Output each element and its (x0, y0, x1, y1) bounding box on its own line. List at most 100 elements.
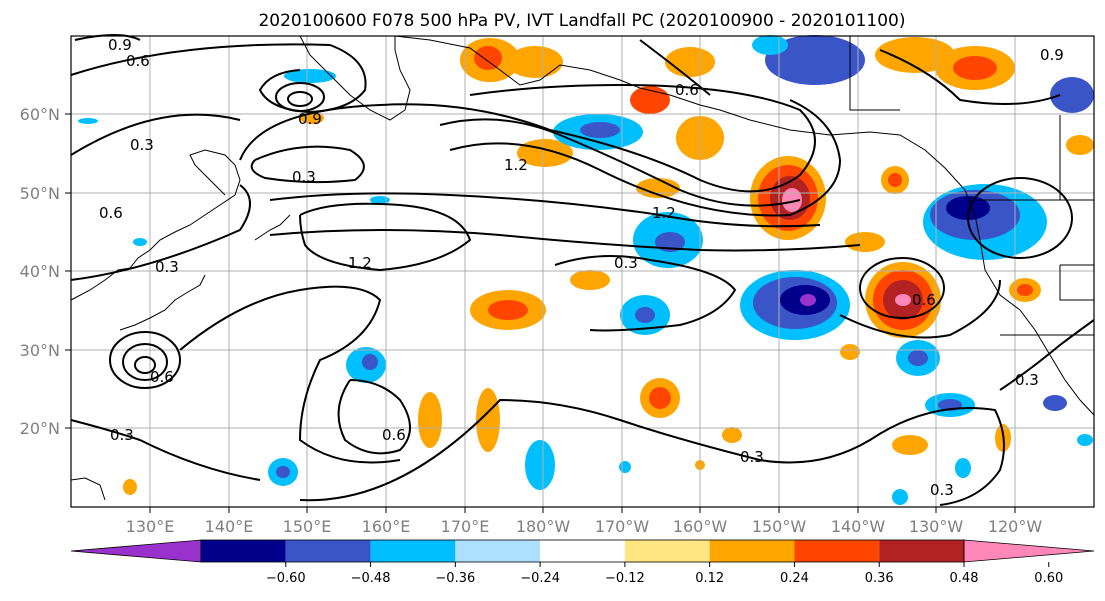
shade-blob (1050, 77, 1094, 113)
contour-label: 0.6 (126, 52, 150, 70)
contour-line (449, 99, 842, 217)
contour-label: 0.3 (130, 136, 154, 154)
colorbar-cell (540, 540, 625, 562)
colorbar-cells (70, 539, 1095, 563)
contour-line (269, 192, 821, 228)
colorbar-tick-label: −0.60 (266, 571, 306, 586)
lon-label: 140°E (205, 517, 254, 536)
lat-label: 40°N (20, 262, 60, 281)
contour-label: 0.3 (740, 448, 764, 466)
colorbar-extend-high (963, 539, 1095, 563)
shade-blob (1077, 434, 1093, 446)
colorbar-tick-label: 0.24 (780, 571, 809, 586)
contour-label: 0.6 (99, 204, 123, 222)
coastlines (70, 35, 1095, 501)
shade-blob (133, 238, 147, 246)
contour-label: 1.2 (652, 204, 676, 222)
contour-line (239, 83, 816, 193)
colorbar-frame (200, 539, 965, 563)
shade-blob (888, 173, 902, 187)
contour-line (999, 319, 1095, 391)
contour-line (299, 398, 1005, 506)
gridlines (71, 36, 1094, 507)
contour-line (839, 279, 1001, 339)
lon-label: 170°W (595, 517, 650, 536)
lon-label: 120°W (988, 517, 1043, 536)
shade-blob (418, 392, 442, 448)
contour-line (74, 34, 141, 41)
lon-label: 130°W (909, 517, 964, 536)
contour-label: 0.6 (382, 426, 406, 444)
shade-blob (1043, 395, 1067, 411)
colorbar-cell (879, 540, 964, 562)
contour-label: 0.3 (1015, 371, 1039, 389)
colorbar-cell (285, 540, 371, 562)
shade-blob (765, 35, 865, 85)
shade-blob (284, 69, 336, 83)
shade-blob (78, 118, 98, 124)
latitude-labels: 60°N 50°N 40°N 30°N 20°N (20, 105, 60, 438)
shade-blob (665, 47, 715, 77)
kuril-coast (254, 214, 291, 241)
contour-label: 1.2 (348, 254, 372, 272)
axis-ticks (65, 113, 1016, 513)
contour-label: 0.3 (292, 168, 316, 186)
shade-blob (840, 344, 860, 360)
contour-line (299, 202, 472, 272)
shade-blob (845, 232, 885, 252)
border-yukon (849, 36, 900, 111)
colorbar-tick-label: −0.12 (605, 571, 645, 586)
colorbar-tick-label: 0.12 (695, 571, 724, 586)
lon-label: 180°W (516, 517, 571, 536)
colorbar-cell (709, 540, 795, 562)
contour-line (287, 91, 313, 107)
contour-label: 0.3 (614, 254, 638, 272)
colorbar-cell (455, 540, 541, 562)
political-borders (980, 115, 1094, 301)
contour-line (639, 39, 711, 96)
contour-line (109, 331, 181, 389)
contour-label: 0.9 (1040, 46, 1064, 64)
kamchatka-coast (299, 35, 411, 121)
colorbar-tick-label: −0.48 (351, 571, 391, 586)
asia-coast (70, 149, 241, 301)
shade-blob (525, 440, 555, 490)
shade-blob (752, 35, 788, 55)
shade-blob (362, 354, 378, 370)
lon-label: 160°E (362, 517, 411, 536)
shade-blob (895, 294, 911, 306)
contour-labels: 0.9 0.6 0.3 0.3 0.6 1.2 1.2 1.2 0.3 0.3 … (99, 36, 1064, 499)
lat-label: 50°N (20, 184, 60, 203)
shade-blob (955, 458, 971, 478)
shade-blob (507, 46, 563, 78)
taiwan-coast (70, 477, 106, 501)
shade-blob (908, 350, 928, 366)
shade-blob (276, 466, 290, 478)
contour-label: 0.6 (675, 81, 699, 99)
lon-label: 150°E (283, 517, 332, 536)
shade-blob (619, 461, 631, 473)
contour-label: 0.3 (930, 481, 954, 499)
contour-line (70, 419, 261, 481)
colorbar-cell (370, 540, 456, 562)
contour-label: 0.3 (155, 258, 179, 276)
figure-title: 2020100600 F078 500 hPa PV, IVT Landfall… (258, 11, 905, 31)
colorbar-tick-label: 0.60 (1034, 571, 1063, 586)
shade-blob (123, 479, 137, 495)
shade-blob (953, 56, 997, 80)
shade-blob (570, 270, 610, 290)
longitude-labels: 130°E 140°E 150°E 160°E 170°E 180°W 170°… (126, 517, 1043, 536)
shade-blob (875, 37, 955, 73)
shade-blob (1017, 284, 1033, 296)
colorbar-cell (624, 540, 710, 562)
shade-blob (635, 307, 655, 323)
colorbar-cell (201, 540, 286, 562)
pc-shading (78, 35, 1094, 505)
lon-label: 140°W (831, 517, 886, 536)
shade-blob (488, 300, 528, 320)
contour-line (337, 379, 411, 455)
shade-blob (722, 427, 742, 443)
shade-blob (800, 294, 816, 306)
contour-line (275, 82, 325, 112)
